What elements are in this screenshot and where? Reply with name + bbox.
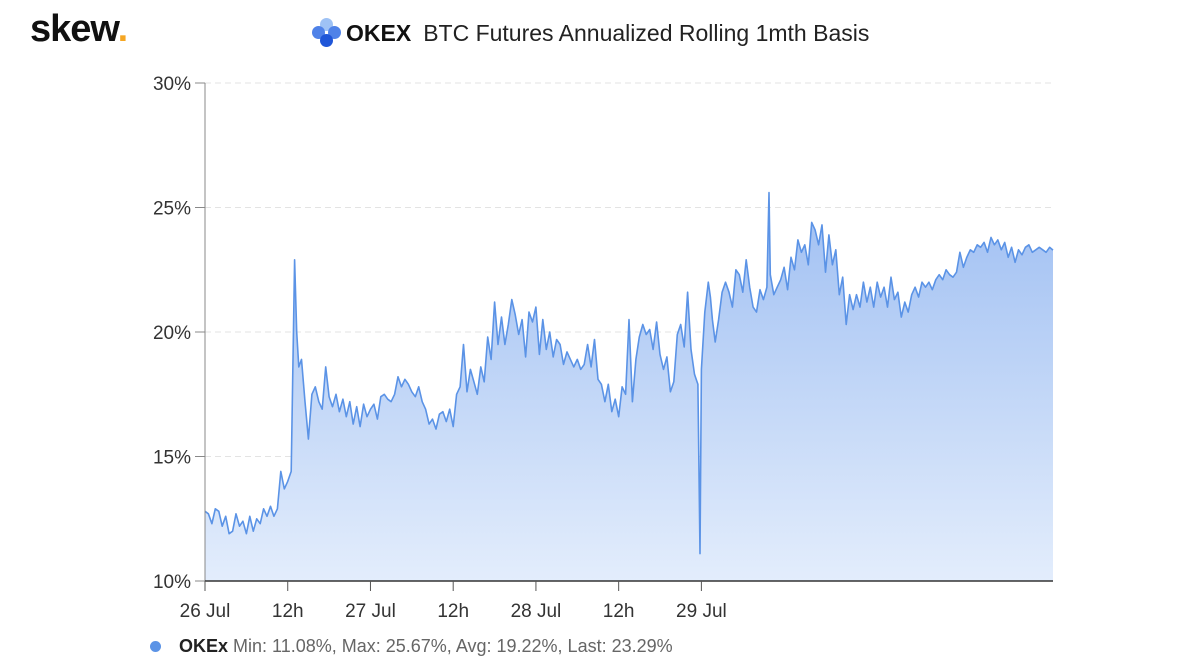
series-fill bbox=[205, 192, 1053, 581]
legend-stats: Min: 11.08%, Max: 25.67%, Avg: 19.22%, L… bbox=[233, 636, 673, 656]
chart-header: OKEX BTC Futures Annualized Rolling 1mth… bbox=[312, 16, 869, 50]
skew-logo: skew. bbox=[30, 8, 129, 51]
x-tick-label: 12h bbox=[437, 601, 469, 622]
x-tick-label: 29 Jul bbox=[676, 601, 727, 622]
x-tick-label: 12h bbox=[272, 601, 304, 622]
x-tick-label: 28 Jul bbox=[511, 601, 562, 622]
x-tick-label: 27 Jul bbox=[345, 601, 396, 622]
y-tick-label: 20% bbox=[153, 323, 191, 344]
okex-logo-icon bbox=[312, 18, 342, 48]
x-tick-label: 26 Jul bbox=[180, 601, 231, 622]
y-tick-label: 25% bbox=[153, 199, 191, 220]
series-area bbox=[204, 191, 1054, 581]
y-tick-label: 10% bbox=[153, 572, 191, 593]
y-tick-label: 15% bbox=[153, 448, 191, 469]
x-tick-label: 12h bbox=[603, 601, 635, 622]
legend[interactable]: OKEx Min: 11.08%, Max: 25.67%, Avg: 19.2… bbox=[150, 636, 673, 657]
exchange-name: OKEX bbox=[346, 19, 412, 46]
legend-marker bbox=[150, 641, 161, 652]
y-axis-ticks: 10% 15% 20% 25% 30% bbox=[153, 74, 205, 593]
series-line bbox=[204, 191, 1054, 555]
y-tick-label: 30% bbox=[153, 74, 191, 95]
x-axis-ticks: 26 Jul 12h 27 Jul 12h 28 Jul 12h 29 Jul bbox=[180, 581, 727, 622]
brand-name: skew bbox=[30, 8, 119, 50]
legend-series-name: OKEx bbox=[179, 636, 229, 656]
brand-dot: . bbox=[117, 8, 129, 50]
chart-title: BTC Futures Annualized Rolling 1mth Basi… bbox=[423, 19, 870, 46]
